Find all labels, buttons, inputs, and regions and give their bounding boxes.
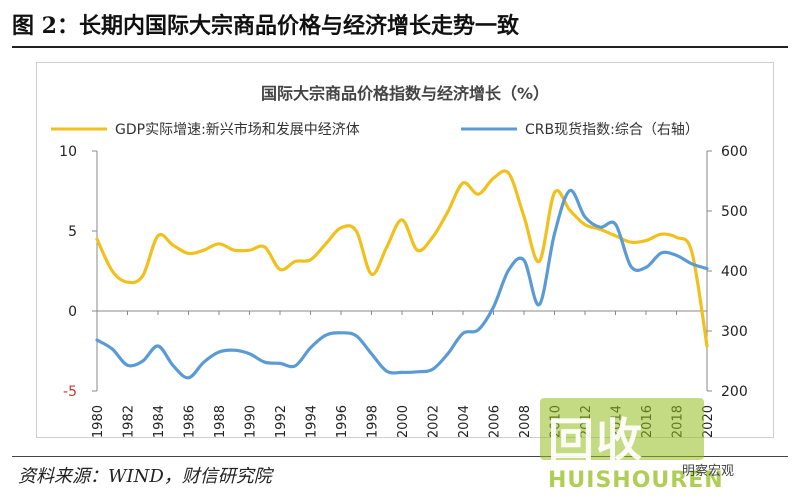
x-tick-label: 1990 bbox=[244, 405, 259, 437]
source-note: 资料来源：WIND，财信研究院 bbox=[18, 466, 272, 487]
x-tick-label: 2008 bbox=[518, 405, 533, 437]
axes: -5 0 5 10 200 300 400 500 600 1980 1982 1984 1986 198… bbox=[59, 144, 748, 438]
x-tick-label: 2000 bbox=[396, 405, 411, 437]
x-tick-label: 1980 bbox=[91, 405, 106, 437]
y-right-tick-label: 300 bbox=[721, 324, 748, 340]
watermark-wechat: 明察宏观 bbox=[682, 464, 735, 479]
series-line-gdp bbox=[95, 169, 709, 348]
x-tick-label: 2006 bbox=[488, 405, 503, 437]
x-tick-label: 2004 bbox=[457, 405, 472, 437]
chart-title: 国际大宗商品价格指数与经济增长（%） bbox=[261, 84, 549, 103]
y-right-tick-label: 400 bbox=[721, 264, 748, 280]
watermark-mark: 回收 bbox=[548, 413, 644, 467]
y-left-tick-label: 10 bbox=[59, 144, 77, 160]
y-right-tick-label: 500 bbox=[721, 204, 748, 220]
chart-panel: 国际大宗商品价格指数与经济增长（%） GDP实际增速:新兴市场和发展中经济体 C… bbox=[36, 62, 774, 438]
figure-title: 图 2：长期内国际大宗商品价格与经济增长走势一致 bbox=[12, 6, 788, 48]
footer-divider bbox=[12, 456, 788, 457]
x-tick-label: 1986 bbox=[183, 405, 198, 437]
y-left-tick-label: 5 bbox=[68, 224, 77, 240]
series-layer bbox=[95, 169, 709, 380]
x-tick-label: 1982 bbox=[122, 405, 137, 437]
x-tick-label: 1984 bbox=[152, 405, 167, 437]
x-tick-label: 1998 bbox=[366, 405, 381, 437]
watermark-sub: HUISHOUREN bbox=[548, 468, 724, 493]
x-tick-label: 1992 bbox=[274, 405, 289, 437]
x-tick-label: 1988 bbox=[213, 405, 228, 437]
series-line-crb bbox=[95, 188, 709, 380]
chart-svg: 国际大宗商品价格指数与经济增长（%） GDP实际增速:新兴市场和发展中经济体 C… bbox=[51, 84, 748, 438]
y-right-tick-label: 200 bbox=[721, 384, 748, 400]
y-right-tick-label: 600 bbox=[721, 144, 748, 160]
x-tick-label: 1994 bbox=[305, 405, 320, 437]
x-tick-label: 2020 bbox=[701, 405, 716, 437]
x-tick-label: 1996 bbox=[335, 405, 350, 437]
legend-label-gdp: GDP实际增速:新兴市场和发展中经济体 bbox=[115, 121, 360, 138]
y-left-tick-label: -5 bbox=[63, 384, 77, 400]
y-left-tick-label: 0 bbox=[68, 304, 77, 320]
legend-label-crb: CRB现货指数:综合（右轴） bbox=[525, 121, 699, 138]
x-tick-label: 2002 bbox=[427, 405, 442, 437]
watermark-badge bbox=[540, 398, 704, 460]
legend: GDP实际增速:新兴市场和发展中经济体 CRB现货指数:综合（右轴） bbox=[51, 121, 699, 138]
